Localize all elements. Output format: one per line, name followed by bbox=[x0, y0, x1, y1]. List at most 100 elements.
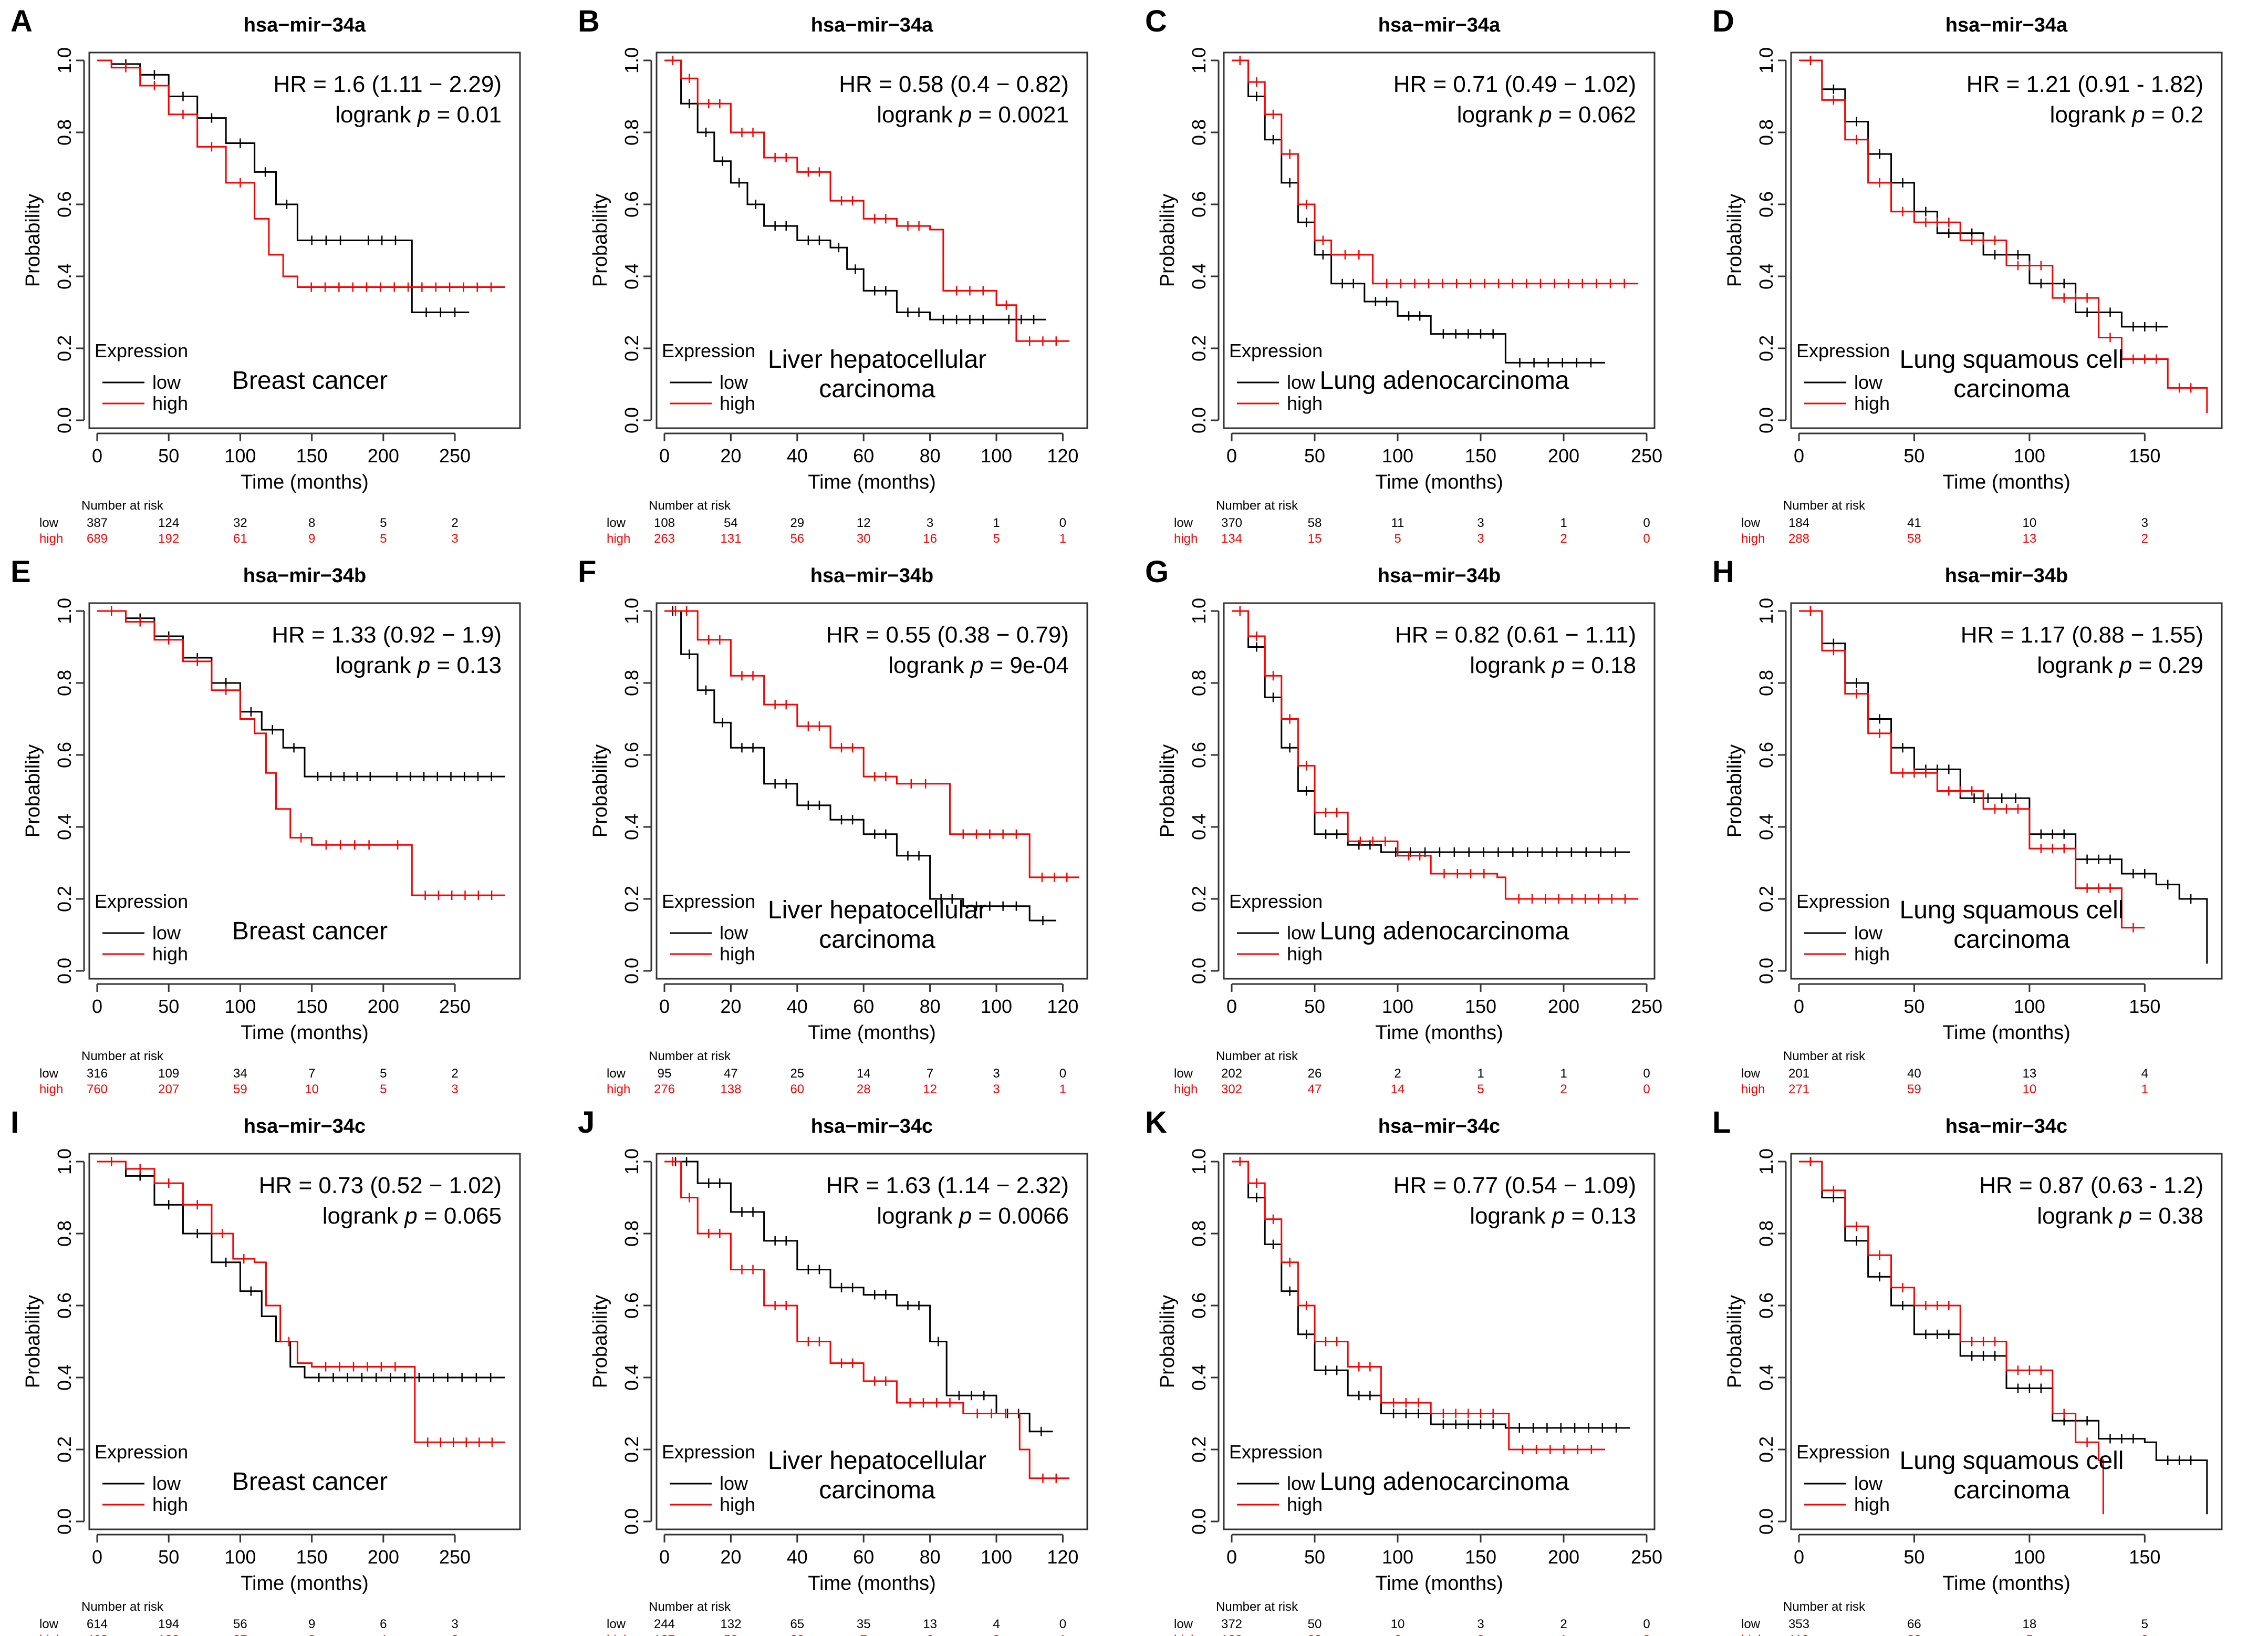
risk-low-label: low bbox=[1741, 516, 1761, 530]
risk-low-count: 1 bbox=[993, 516, 1000, 530]
risk-low-count: 2 bbox=[1394, 1066, 1401, 1081]
plot-frame bbox=[1223, 602, 1656, 980]
y-tick-label: 0.8 bbox=[54, 119, 75, 146]
risk-high-count: 5 bbox=[993, 532, 1000, 546]
x-tick-label: 0 bbox=[659, 445, 670, 467]
risk-low-count: 2 bbox=[1560, 1617, 1567, 1631]
low-curve bbox=[1799, 59, 2168, 328]
legend-title: Expression bbox=[1796, 1441, 1890, 1463]
plot-frame bbox=[1223, 51, 1656, 429]
risk-high-count: 23 bbox=[1308, 1633, 1322, 1636]
x-tick-label: 50 bbox=[1903, 996, 1924, 1017]
risk-low-count: 13 bbox=[2023, 1066, 2037, 1081]
risk-low-count: 353 bbox=[1788, 1617, 1809, 1631]
y-tick-label: 0.4 bbox=[621, 814, 642, 840]
risk-low-count: 370 bbox=[1221, 516, 1242, 530]
legend-title: Expression bbox=[1229, 1441, 1323, 1463]
legend-high-label: high bbox=[1287, 943, 1323, 965]
x-tick-label: 200 bbox=[1548, 996, 1579, 1017]
hr-text: HR = 0.73 (0.52 − 1.02) bbox=[259, 1173, 502, 1198]
y-tick-label: 0.8 bbox=[1755, 670, 1777, 696]
risk-table-title: Number at risk bbox=[1216, 1049, 1298, 1063]
logrank-text: logrank p = 0.2 bbox=[2050, 102, 2203, 128]
high-curve bbox=[664, 1161, 1070, 1479]
risk-low-count: 202 bbox=[1221, 1066, 1242, 1081]
risk-low-count: 7 bbox=[927, 1066, 933, 1081]
risk-high-count: 5 bbox=[1477, 1082, 1484, 1096]
y-tick-label: 0.4 bbox=[1755, 263, 1777, 289]
y-tick-label: 0.0 bbox=[54, 1508, 75, 1535]
panel-title: hsa−mir−34a bbox=[1378, 14, 1501, 36]
x-tick-label: 150 bbox=[2129, 1546, 2160, 1568]
x-tick-label: 0 bbox=[92, 1546, 102, 1568]
risk-high-count: 3 bbox=[993, 1082, 1000, 1096]
y-tick-label: 0.0 bbox=[1755, 407, 1777, 433]
legend-low-label: low bbox=[720, 922, 748, 944]
panel-title: hsa−mir−34a bbox=[1946, 14, 2068, 36]
risk-high-count: 47 bbox=[1308, 1082, 1322, 1096]
legend-low-label: low bbox=[720, 1473, 748, 1494]
risk-high-count: 3 bbox=[451, 532, 458, 546]
risk-low-count: 5 bbox=[2141, 1617, 2148, 1631]
risk-low-count: 40 bbox=[1907, 1066, 1921, 1081]
risk-high-count: 28 bbox=[857, 1082, 871, 1096]
legend-low-label: low bbox=[152, 922, 181, 944]
risk-low-label: low bbox=[1741, 1617, 1761, 1631]
risk-high-count: 2 bbox=[2141, 532, 2148, 546]
y-tick-label: 0.6 bbox=[621, 742, 642, 768]
risk-table-title: Number at risk bbox=[81, 499, 164, 513]
x-tick-label: 100 bbox=[2014, 996, 2045, 1017]
x-tick-label: 60 bbox=[853, 996, 874, 1017]
panel-title: hsa−mir−34b bbox=[243, 565, 366, 587]
x-tick-label: 100 bbox=[2014, 445, 2045, 467]
risk-low-count: 10 bbox=[1391, 1617, 1405, 1631]
cancer-label: Liver hepatocellular bbox=[768, 1447, 986, 1475]
risk-table-title: Number at risk bbox=[649, 1049, 731, 1063]
legend-high-label: high bbox=[1854, 392, 1890, 414]
logrank-text: logrank p = 0.38 bbox=[2037, 1203, 2203, 1229]
logrank-text: logrank p = 0.062 bbox=[1457, 102, 1636, 128]
y-tick-label: 0.2 bbox=[54, 1436, 75, 1463]
plot-frame bbox=[1790, 51, 2223, 429]
risk-low-count: 35 bbox=[857, 1617, 871, 1631]
risk-high-label: high bbox=[39, 532, 63, 546]
risk-high-count: 462 bbox=[87, 1633, 108, 1636]
x-tick-label: 200 bbox=[368, 445, 399, 467]
x-tick-label: 0 bbox=[659, 1546, 670, 1568]
x-tick-label: 40 bbox=[787, 445, 808, 467]
y-tick-label: 0.0 bbox=[1755, 1508, 1777, 1535]
panel-letter: A bbox=[11, 4, 33, 38]
risk-low-count: 4 bbox=[2141, 1066, 2148, 1081]
legend-low-label: low bbox=[1854, 1473, 1883, 1494]
x-tick-label: 60 bbox=[853, 1546, 874, 1568]
risk-low-count: 3 bbox=[993, 1066, 1000, 1081]
risk-high-label: high bbox=[607, 1633, 630, 1636]
high-curve bbox=[1799, 1161, 2104, 1515]
panel-title: hsa−mir−34c bbox=[811, 1115, 933, 1137]
risk-high-count: 1 bbox=[1059, 532, 1066, 546]
risk-high-count: 760 bbox=[87, 1082, 108, 1096]
y-axis-label: Probability bbox=[589, 1295, 611, 1388]
x-tick-label: 100 bbox=[1382, 445, 1413, 467]
risk-high-label: high bbox=[1741, 1082, 1765, 1096]
risk-high-count: 138 bbox=[720, 1082, 741, 1096]
risk-high-count: 0 bbox=[1643, 532, 1650, 546]
legend-high-label: high bbox=[152, 1494, 188, 1515]
x-axis-label: Time (months) bbox=[808, 1572, 936, 1594]
risk-low-label: low bbox=[39, 516, 59, 530]
y-tick-label: 0.8 bbox=[54, 1220, 75, 1247]
y-tick-label: 0.6 bbox=[54, 742, 75, 768]
x-axis-label: Time (months) bbox=[241, 471, 369, 493]
cancer-label: Breast cancer bbox=[232, 1468, 388, 1496]
high-curve bbox=[664, 59, 1070, 342]
risk-high-count: 5 bbox=[380, 532, 387, 546]
x-tick-label: 150 bbox=[1465, 996, 1496, 1017]
y-tick-label: 0.2 bbox=[54, 335, 75, 361]
y-tick-label: 0.2 bbox=[621, 886, 642, 912]
panel-letter: J bbox=[578, 1105, 595, 1140]
